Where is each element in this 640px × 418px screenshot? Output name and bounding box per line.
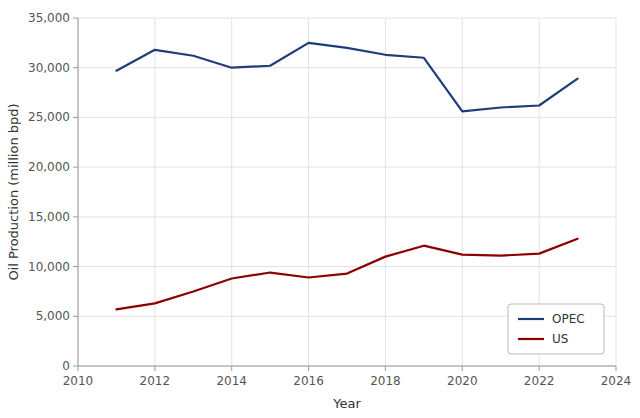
x-grid-line — [462, 18, 463, 366]
x-tick — [308, 366, 309, 371]
y-grid-line — [78, 18, 616, 19]
chart: 0 5,000 10,000 15,000 20,000 25,000 30,000 35,0… — [0, 0, 640, 418]
x-tick — [231, 366, 232, 371]
x-tick-label: 2020 — [447, 374, 478, 388]
x-tick — [385, 366, 386, 371]
y-grid-line — [78, 167, 616, 168]
y-tick — [73, 366, 78, 367]
x-tick — [539, 366, 540, 371]
x-grid-line — [308, 18, 309, 366]
y-grid-line — [78, 366, 616, 367]
x-grid-line — [385, 18, 386, 366]
y-grid-line — [78, 216, 616, 217]
legend-swatch — [518, 338, 544, 340]
y-grid-line — [78, 117, 616, 118]
x-tick — [462, 366, 463, 371]
x-tick — [616, 366, 617, 371]
x-grid-line — [78, 18, 79, 366]
series-line — [116, 239, 577, 310]
y-tick — [73, 167, 78, 168]
x-axis-label: Year — [332, 396, 361, 411]
y-tick — [73, 316, 78, 317]
y-axis-label: Oil Production (million bpd) — [6, 103, 21, 280]
y-tick-label: 15,000 — [28, 210, 70, 224]
lines — [116, 43, 577, 309]
y-tick — [73, 67, 78, 68]
legend-box — [508, 304, 604, 354]
x-tick-label: 2022 — [524, 374, 555, 388]
x-grid-line — [616, 18, 617, 366]
y-tick-label: 30,000 — [28, 61, 70, 75]
y-tick — [73, 216, 78, 217]
legend-swatch — [518, 318, 544, 320]
y-tick-label: 5,000 — [36, 309, 70, 323]
y-tick — [73, 117, 78, 118]
x-tick-label: 2016 — [293, 374, 324, 388]
x-axis-line — [78, 366, 616, 367]
x-grid-line — [154, 18, 155, 366]
x-tick-label: 2012 — [140, 374, 171, 388]
y-tick — [73, 266, 78, 267]
x-tick-label: 2024 — [601, 374, 632, 388]
x-tick-label: 2018 — [370, 374, 401, 388]
x-grid-line — [231, 18, 232, 366]
y-tick-label: 0 — [62, 359, 70, 373]
y-tick-label: 10,000 — [28, 260, 70, 274]
x-tick — [154, 366, 155, 371]
legend-label: US — [552, 332, 568, 346]
axes: 0 5,000 10,000 15,000 20,000 25,000 30,000 35,0… — [28, 11, 631, 388]
y-axis-line — [78, 18, 79, 366]
y-tick — [73, 18, 78, 19]
y-grid-line — [78, 266, 616, 267]
x-tick — [78, 366, 79, 371]
y-grid-line — [78, 67, 616, 68]
y-tick-label: 25,000 — [28, 110, 70, 124]
legend-label: OPEC — [552, 312, 585, 326]
x-tick-label: 2014 — [216, 374, 247, 388]
series-line — [116, 43, 577, 112]
x-tick-label: 2010 — [63, 374, 94, 388]
legend: OPEC US — [508, 304, 604, 354]
y-tick-label: 20,000 — [28, 160, 70, 174]
y-tick-label: 35,000 — [28, 11, 70, 25]
